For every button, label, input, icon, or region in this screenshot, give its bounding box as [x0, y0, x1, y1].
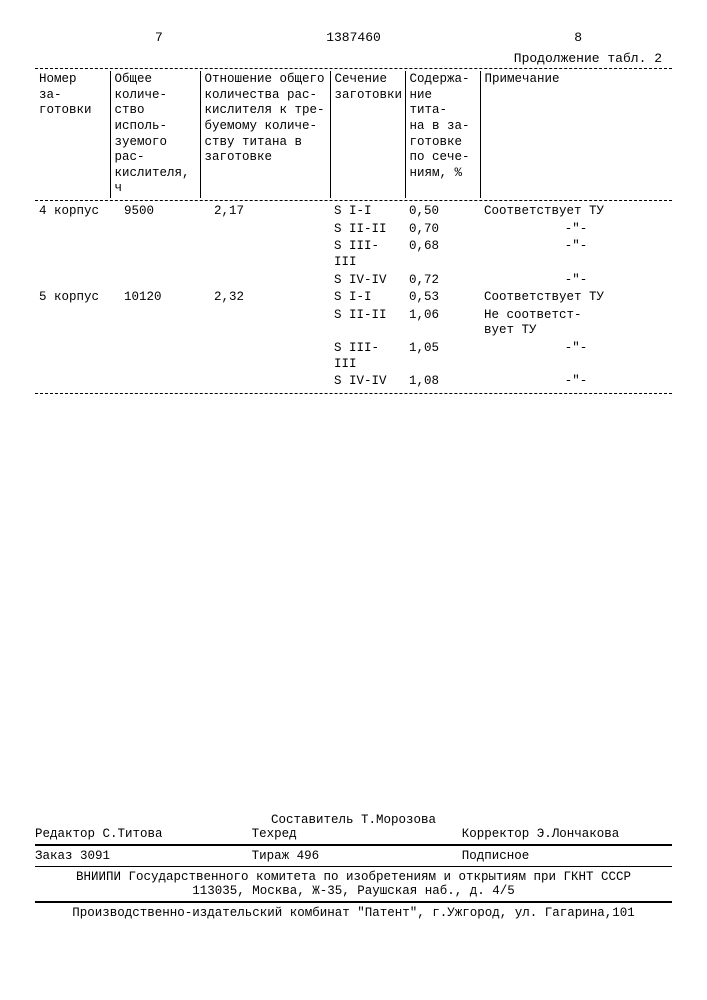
cell-c2 — [200, 221, 330, 239]
cell-c5: -"- — [480, 373, 672, 391]
footer-org-1: ВНИИПИ Государственного комитета по изоб… — [35, 870, 672, 884]
cell-c3: S IV-IV — [330, 373, 405, 391]
cell-c1: 10120 — [110, 289, 200, 307]
cell-c1 — [110, 340, 200, 373]
cell-c0 — [35, 238, 110, 271]
cell-c0 — [35, 307, 110, 340]
cell-c5: -"- — [480, 238, 672, 271]
table-row: 4 корпус95002,17S I-I0,50Соответствует Т… — [35, 203, 672, 221]
col-header-number: Номер за-готовки — [35, 71, 110, 198]
cell-c5: -"- — [480, 340, 672, 373]
cell-c0 — [35, 272, 110, 290]
cell-c3: S I-I — [330, 203, 405, 221]
cell-c4: 0,68 — [405, 238, 480, 271]
table-row: S IV-IV1,08-"- — [35, 373, 672, 391]
data-table: Номер за-готовки Общее количе-ство испол… — [35, 71, 672, 198]
col-header-ratio: Отношение общегоколичества рас-кислителя… — [200, 71, 330, 198]
table-top-rule — [35, 68, 672, 69]
table-row: S II-II1,06Не соответст-вует ТУ — [35, 307, 672, 340]
cell-c4: 0,50 — [405, 203, 480, 221]
footer-editor: Редактор С.Титова — [35, 827, 252, 841]
table-header-row: Номер за-готовки Общее количе-ство испол… — [35, 71, 672, 198]
cell-c4: 0,70 — [405, 221, 480, 239]
cell-c3: S II-II — [330, 307, 405, 340]
col-header-note: Примечание — [480, 71, 672, 198]
cell-c1 — [110, 221, 200, 239]
cell-c2 — [200, 340, 330, 373]
cell-c1 — [110, 373, 200, 391]
cell-c5: -"- — [480, 221, 672, 239]
table-row: 5 корпус101202,32S I-I0,53Соответствует … — [35, 289, 672, 307]
cell-c0 — [35, 221, 110, 239]
cell-c0: 4 корпус — [35, 203, 110, 221]
cell-c3: S III-III — [330, 238, 405, 271]
cell-c1: 9500 — [110, 203, 200, 221]
cell-c4: 1,06 — [405, 307, 480, 340]
cell-c5: Соответствует ТУ — [480, 289, 672, 307]
page: 7 8 1387460 Продолжение табл. 2 Номер за… — [0, 0, 707, 1000]
cell-c0 — [35, 373, 110, 391]
footer-subscription: Подписное — [462, 849, 672, 863]
cell-c4: 0,72 — [405, 272, 480, 290]
cell-c4: 0,53 — [405, 289, 480, 307]
cell-c5: -"- — [480, 272, 672, 290]
cell-c5: Соответствует ТУ — [480, 203, 672, 221]
cell-c3: S II-II — [330, 221, 405, 239]
cell-c1 — [110, 307, 200, 340]
footer-tirazh: Тираж 496 — [252, 849, 462, 863]
cell-c1 — [110, 272, 200, 290]
footer-corrector: Корректор Э.Лончакова — [462, 827, 672, 841]
cell-c2 — [200, 238, 330, 271]
table-row: S III-III0,68-"- — [35, 238, 672, 271]
footer-rule-2 — [35, 866, 672, 867]
footer: Составитель Т.Морозова Редактор С.Титова… — [35, 813, 672, 920]
table-row: S IV-IV0,72-"- — [35, 272, 672, 290]
cell-c4: 1,08 — [405, 373, 480, 391]
cell-c3: S III-III — [330, 340, 405, 373]
footer-credits-line: Редактор С.Титова Техред Корректор Э.Лон… — [35, 827, 672, 841]
footer-print-line: Заказ 3091 Тираж 496 Подписное — [35, 849, 672, 863]
footer-order: Заказ 3091 — [35, 849, 252, 863]
doc-number: 1387460 — [0, 30, 707, 45]
table-continuation: Продолжение табл. 2 — [35, 51, 672, 66]
data-table-body: 4 корпус95002,17S I-I0,50Соответствует Т… — [35, 203, 672, 391]
cell-c1 — [110, 238, 200, 271]
cell-c2 — [200, 307, 330, 340]
cell-c0: 5 корпус — [35, 289, 110, 307]
cell-c3: S IV-IV — [330, 272, 405, 290]
col-header-ti-pct: Содержа-ние тита-на в за-готовкепо сече-… — [405, 71, 480, 198]
cell-c2: 2,17 — [200, 203, 330, 221]
cell-c3: S I-I — [330, 289, 405, 307]
footer-rule-1 — [35, 844, 672, 846]
footer-printer: Производственно-издательский комбинат "П… — [35, 906, 672, 920]
cell-c2: 2,32 — [200, 289, 330, 307]
cell-c4: 1,05 — [405, 340, 480, 373]
footer-tech: Техред — [252, 827, 462, 841]
table-bottom-rule — [35, 393, 672, 394]
table-row: S II-II0,70-"- — [35, 221, 672, 239]
table-row: S III-III1,05-"- — [35, 340, 672, 373]
cell-c2 — [200, 373, 330, 391]
footer-compiler: Составитель Т.Морозова — [35, 813, 672, 827]
table-header-rule — [35, 200, 672, 201]
col-header-section: Сечениезаготовки — [330, 71, 405, 198]
col-header-total-qty: Общее количе-ство исполь-зуемого рас-кис… — [110, 71, 200, 198]
footer-rule-3 — [35, 901, 672, 903]
cell-c0 — [35, 340, 110, 373]
cell-c5: Не соответст-вует ТУ — [480, 307, 672, 340]
cell-c2 — [200, 272, 330, 290]
footer-org-2: 113035, Москва, Ж-35, Раушская наб., д. … — [35, 884, 672, 898]
